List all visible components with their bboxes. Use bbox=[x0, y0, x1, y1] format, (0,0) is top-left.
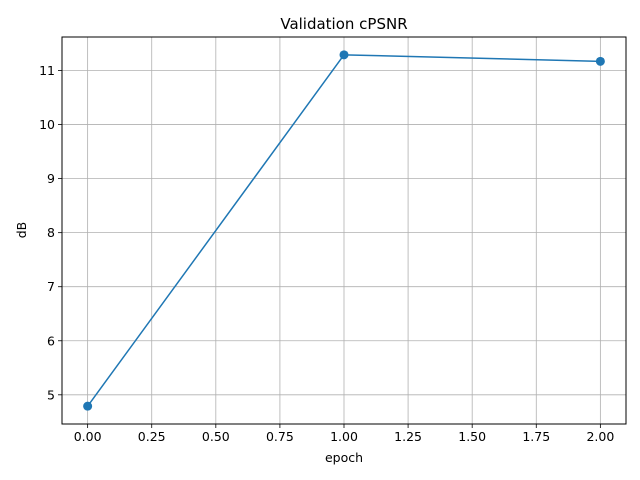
series-layer bbox=[83, 50, 605, 411]
y-axis-title: dB bbox=[14, 222, 29, 239]
grid-lines bbox=[62, 37, 626, 424]
y-tick-label: 7 bbox=[47, 279, 55, 294]
x-axis-title: epoch bbox=[325, 450, 363, 465]
x-tick-label: 1.25 bbox=[394, 429, 422, 444]
x-tick-label: 1.00 bbox=[330, 429, 358, 444]
data-point-marker bbox=[595, 56, 605, 66]
x-tick-label: 2.00 bbox=[586, 429, 614, 444]
x-tick-label: 0.00 bbox=[74, 429, 102, 444]
y-tick-label: 9 bbox=[47, 171, 55, 186]
y-tick-label: 11 bbox=[39, 63, 55, 78]
y-tick-label: 10 bbox=[39, 117, 55, 132]
data-point-marker bbox=[83, 401, 93, 411]
y-tick-label: 8 bbox=[47, 225, 55, 240]
y-tick-label: 5 bbox=[47, 387, 55, 402]
x-tick-label: 0.75 bbox=[266, 429, 294, 444]
axis-ticks: 0.00 0.25 0.50 0.75 1.00 1.25 1.50 1.75 2.00 5 6 7 8… bbox=[39, 63, 614, 444]
x-tick-label: 0.25 bbox=[138, 429, 166, 444]
chart-title: Validation cPSNR bbox=[280, 15, 407, 33]
y-tick-label: 6 bbox=[47, 333, 55, 348]
x-tick-label: 1.75 bbox=[522, 429, 550, 444]
x-tick-label: 1.50 bbox=[458, 429, 486, 444]
data-point-marker bbox=[339, 50, 349, 60]
x-tick-label: 0.50 bbox=[202, 429, 230, 444]
